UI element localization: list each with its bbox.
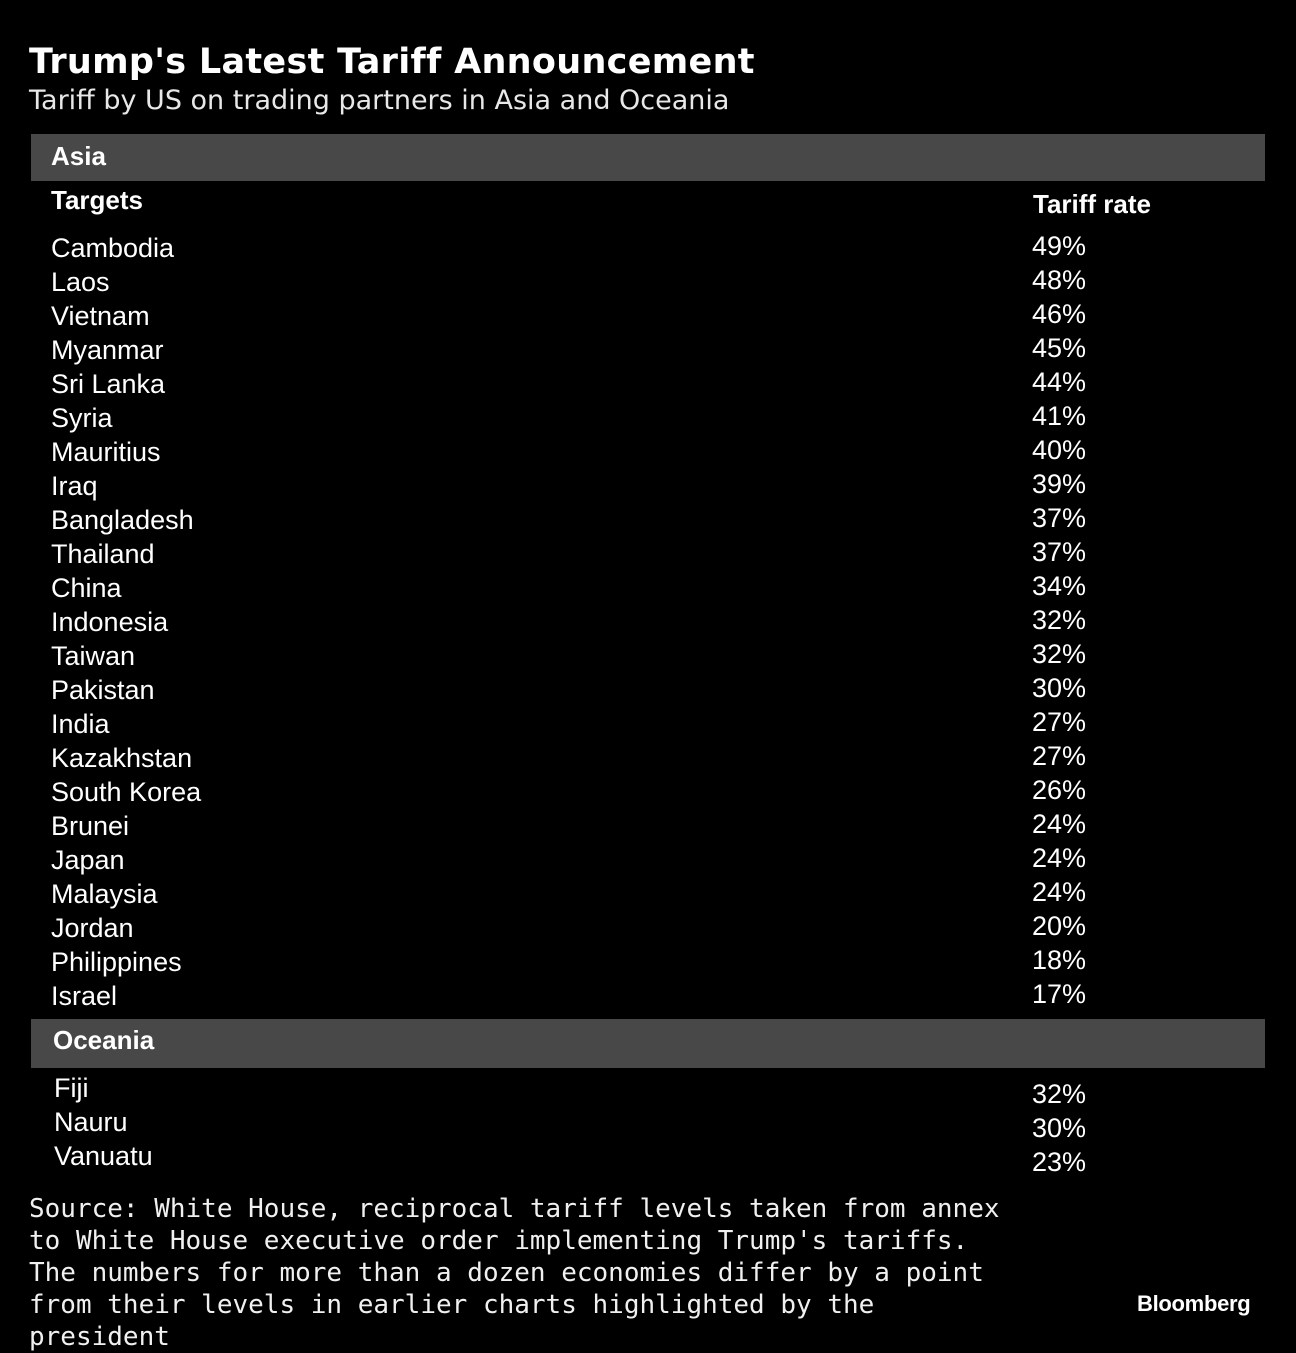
row-tariff-rate: 20% — [1032, 911, 1087, 941]
column-header-tariff-rate: Tariff rate — [1033, 189, 1151, 219]
row-target: Vietnam — [51, 301, 150, 331]
row-target: Taiwan — [51, 641, 136, 671]
row-target: Brunei — [51, 811, 130, 841]
row-target: China — [51, 573, 122, 603]
row-target: Fiji — [54, 1073, 89, 1103]
row-target: Iraq — [51, 471, 98, 501]
row-target: Syria — [51, 403, 113, 433]
section-bar-oceania — [31, 1019, 1265, 1068]
row-target: Malaysia — [51, 879, 158, 909]
row-tariff-rate: 48% — [1032, 265, 1087, 295]
row-tariff-rate: 30% — [1032, 1113, 1087, 1143]
column-header-targets: Targets — [51, 185, 143, 215]
row-tariff-rate: 39% — [1032, 469, 1087, 499]
row-tariff-rate: 26% — [1032, 775, 1087, 805]
row-tariff-rate: 32% — [1032, 639, 1087, 669]
page-title: Trump's Latest Tariff Announcement — [29, 42, 755, 82]
section-label-asia: Asia — [51, 141, 106, 171]
bloomberg-logo: Bloomberg — [1137, 1291, 1251, 1316]
row-tariff-rate: 37% — [1032, 537, 1087, 567]
row-target: South Korea — [51, 777, 202, 807]
row-target: Vanuatu — [54, 1141, 153, 1171]
row-tariff-rate: 40% — [1032, 435, 1087, 465]
row-target: Bangladesh — [51, 505, 194, 535]
row-target: Nauru — [54, 1107, 128, 1137]
row-tariff-rate: 18% — [1032, 945, 1087, 975]
row-tariff-rate: 37% — [1032, 503, 1087, 533]
row-tariff-rate: 23% — [1032, 1147, 1087, 1177]
row-tariff-rate: 34% — [1032, 571, 1087, 601]
section-label-oceania: Oceania — [53, 1025, 155, 1055]
row-tariff-rate: 32% — [1032, 605, 1087, 635]
row-tariff-rate: 45% — [1032, 333, 1087, 363]
row-target: Laos — [51, 267, 110, 297]
row-target: Indonesia — [51, 607, 169, 637]
row-target: Sri Lanka — [51, 369, 166, 399]
row-tariff-rate: 24% — [1032, 809, 1087, 839]
row-target: India — [51, 709, 110, 739]
row-tariff-rate: 27% — [1032, 741, 1087, 771]
row-target: Jordan — [51, 913, 134, 943]
section-bar-asia — [31, 134, 1265, 181]
row-tariff-rate: 27% — [1032, 707, 1087, 737]
row-target: Japan — [51, 845, 125, 875]
row-tariff-rate: 17% — [1032, 979, 1087, 1009]
row-tariff-rate: 44% — [1032, 367, 1087, 397]
row-target: Pakistan — [51, 675, 155, 705]
row-target: Mauritius — [51, 437, 161, 467]
row-tariff-rate: 41% — [1032, 401, 1087, 431]
row-target: Philippines — [51, 947, 182, 977]
row-tariff-rate: 49% — [1032, 231, 1087, 261]
row-tariff-rate: 24% — [1032, 843, 1087, 873]
row-tariff-rate: 24% — [1032, 877, 1087, 907]
row-tariff-rate: 30% — [1032, 673, 1087, 703]
row-target: Myanmar — [51, 335, 164, 365]
row-target: Cambodia — [51, 233, 175, 263]
source-note: Source: White House, reciprocal tariff l… — [29, 1194, 1000, 1352]
page-subtitle: Tariff by US on trading partners in Asia… — [29, 85, 730, 116]
row-tariff-rate: 32% — [1032, 1079, 1087, 1109]
row-tariff-rate: 46% — [1032, 299, 1087, 329]
row-target: Thailand — [51, 539, 155, 569]
row-target: Kazakhstan — [51, 743, 193, 773]
row-target: Israel — [51, 981, 118, 1011]
